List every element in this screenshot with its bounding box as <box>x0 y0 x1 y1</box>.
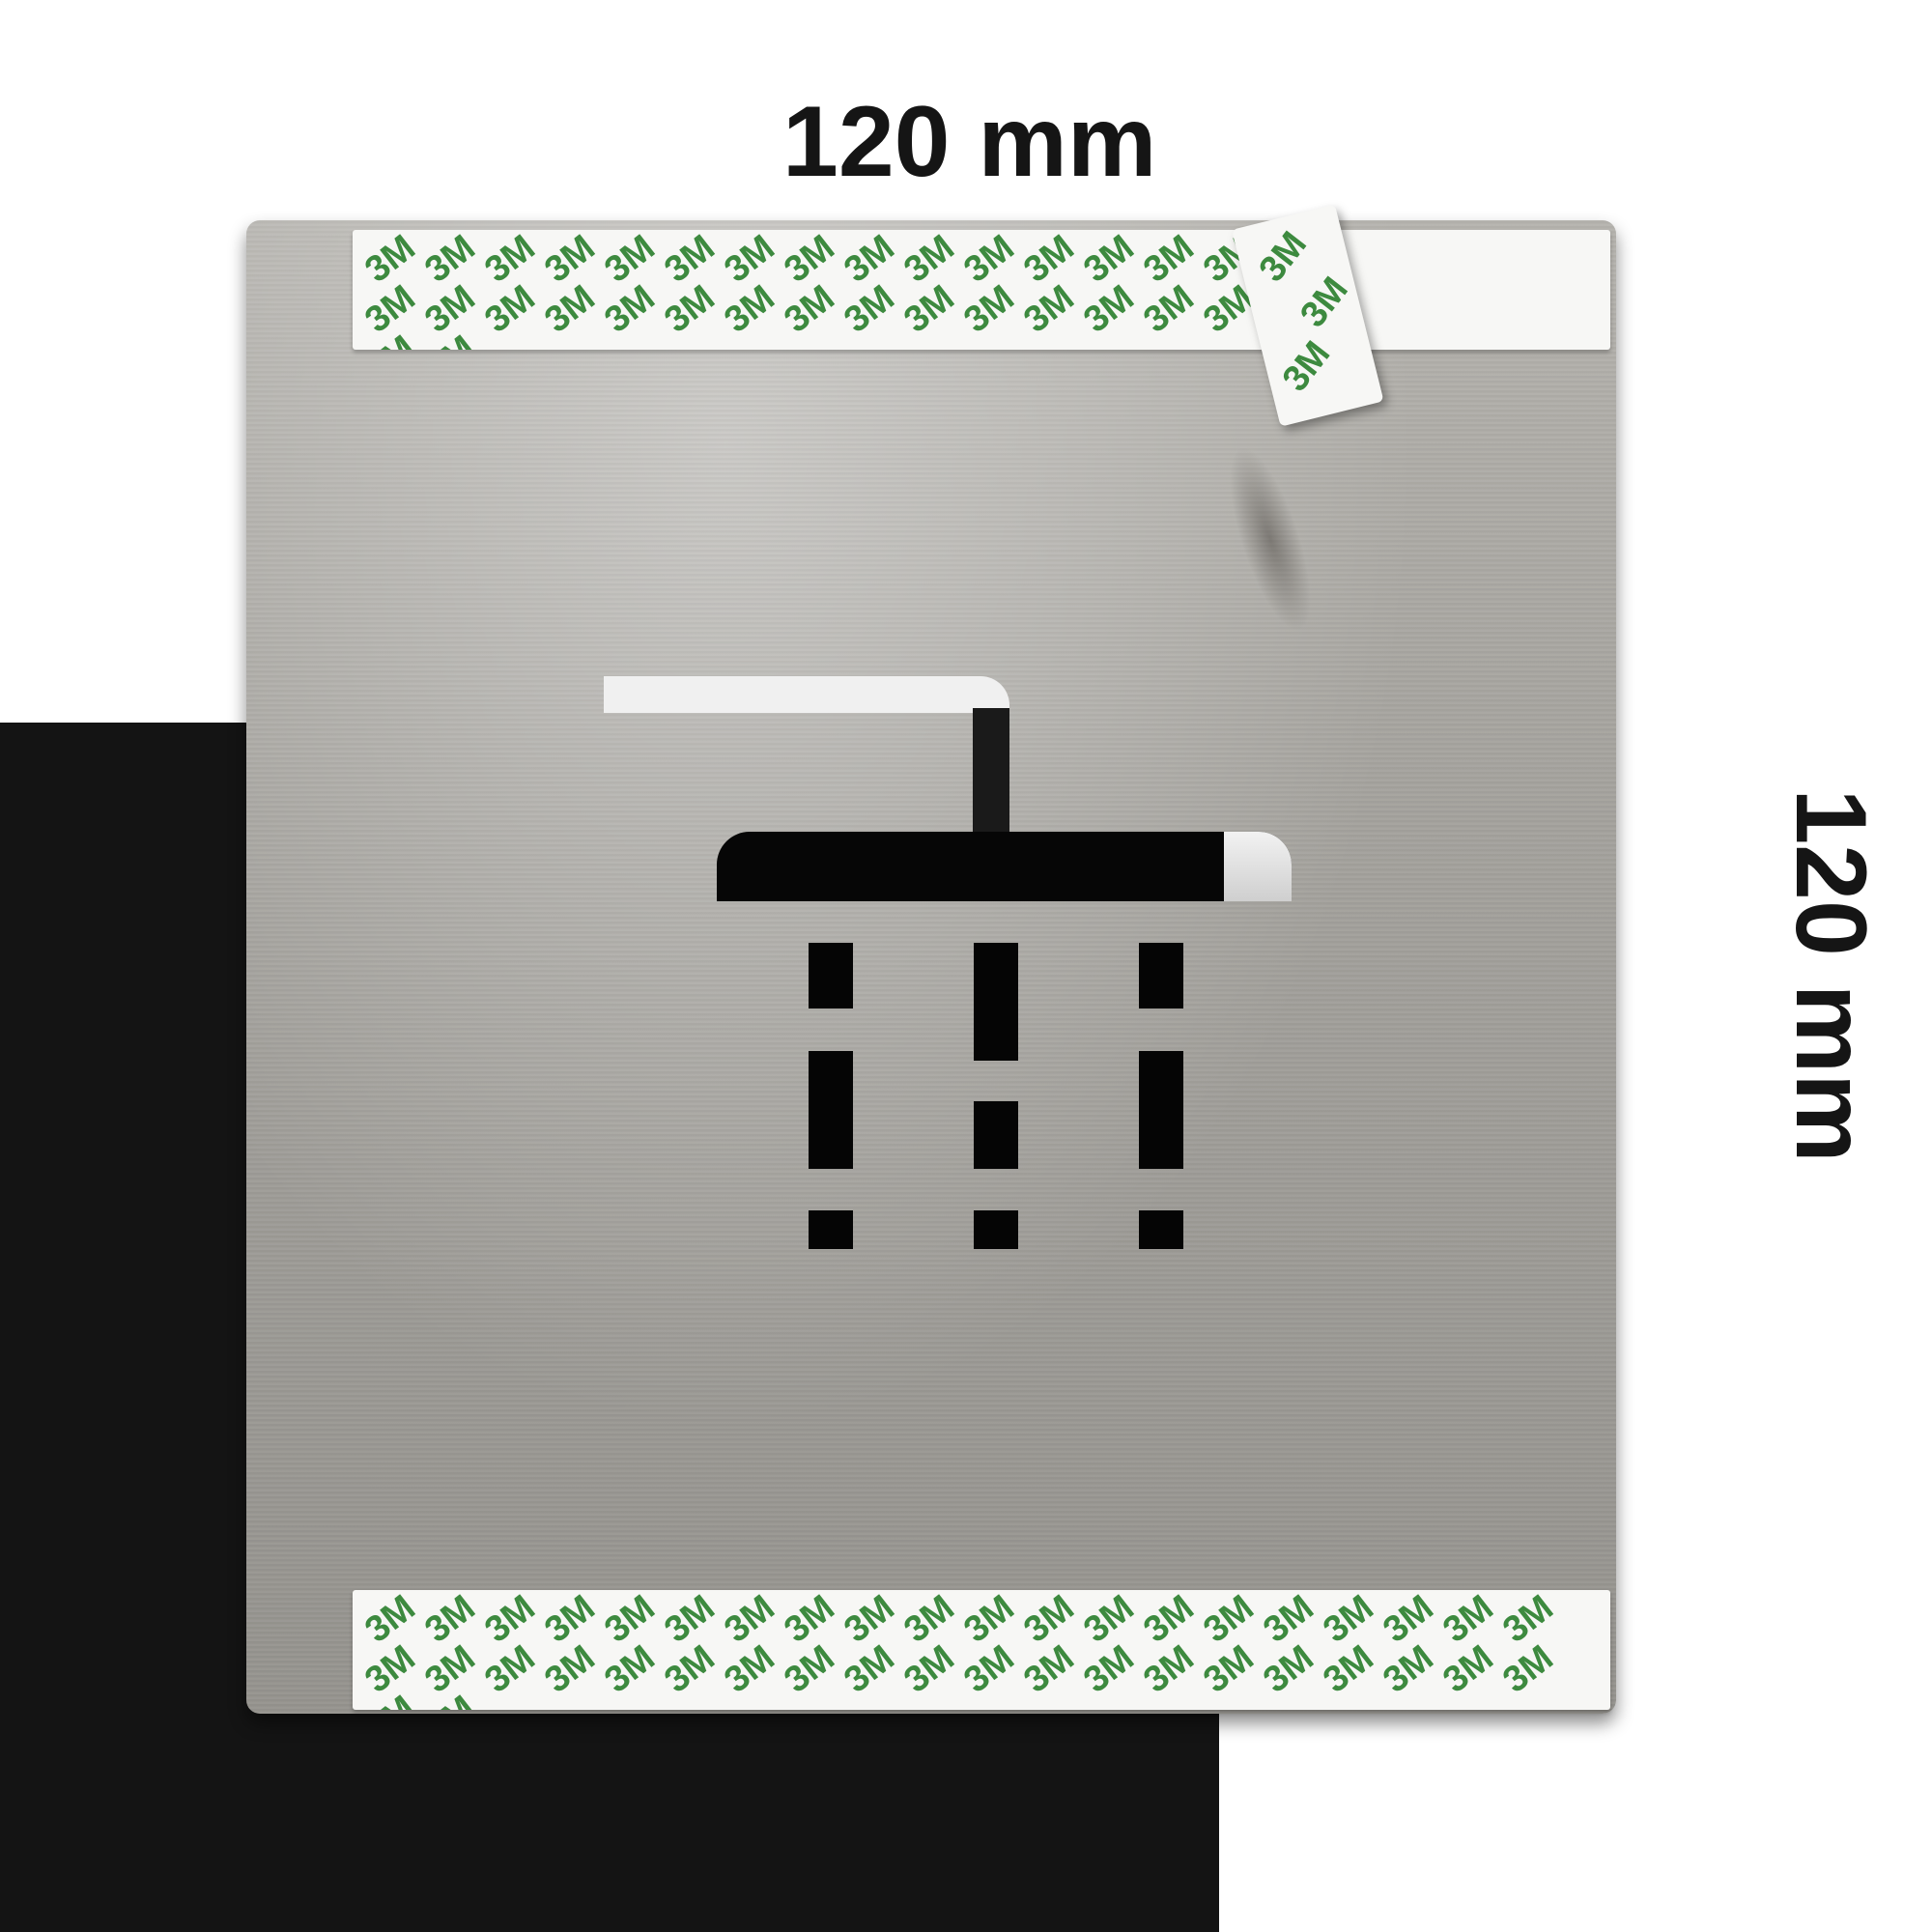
steel-sign-plate: 3M 3M 3M 3M 3M 3M 3M 3M 3M 3M 3M 3M 3M 3M 3M 3M 3M 3M 3M 3M… <box>246 204 1616 1714</box>
shower-arm-vertical <box>973 708 1009 834</box>
water-drop <box>1139 1210 1183 1249</box>
height-dimension-label: 120 mm <box>1775 788 1887 1163</box>
width-dimension-label: 120 mm <box>782 86 1157 198</box>
adhesive-tape-top: 3M 3M 3M 3M 3M 3M 3M 3M 3M 3M 3M 3M 3M 3M 3M 3M 3M 3M 3M 3M… <box>353 230 1610 350</box>
adhesive-tape-bottom: 3M 3M 3M 3M 3M 3M 3M 3M 3M 3M 3M 3M 3M 3M 3M 3M 3M 3M 3M 3M… <box>353 1590 1610 1710</box>
water-drop <box>809 1051 853 1169</box>
water-drop <box>1139 1051 1183 1169</box>
tape-logo: 3M <box>1274 333 1339 400</box>
water-drop <box>974 1101 1018 1169</box>
shower-head-highlight <box>1224 832 1292 901</box>
water-drop <box>809 943 853 1009</box>
water-drop <box>1139 943 1183 1009</box>
tape-logo: 3M <box>1495 1637 1561 1701</box>
shower-arm-top <box>604 676 1009 713</box>
water-drop <box>974 1210 1018 1249</box>
water-drop <box>809 1210 853 1249</box>
water-drop <box>974 943 1018 1061</box>
shower-head <box>717 832 1292 901</box>
brushed-texture <box>246 220 1616 1714</box>
tape-logo-pattern: 3M 3M 3M 3M 3M 3M 3M 3M 3M 3M 3M 3M 3M 3M 3M 3M 3M 3M 3M 3M… <box>353 1590 1610 1710</box>
tape-logo-pattern: 3M 3M 3M 3M 3M 3M 3M 3M 3M 3M 3M 3M 3M 3M 3M 3M 3M 3M 3M 3M… <box>353 230 1346 350</box>
